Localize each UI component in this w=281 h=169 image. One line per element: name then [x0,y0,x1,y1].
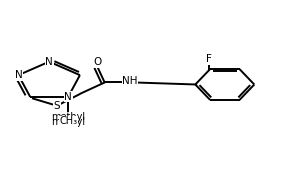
Text: F: F [206,54,212,64]
Text: N: N [45,57,53,67]
Text: S: S [54,101,60,111]
Text: N: N [15,70,22,80]
Text: N: N [64,92,72,102]
Text: O: O [94,57,102,67]
Text: CH₃: CH₃ [59,116,77,126]
Text: NH: NH [122,76,138,86]
Text: methyl: methyl [51,112,85,122]
Text: methyl: methyl [51,117,85,127]
